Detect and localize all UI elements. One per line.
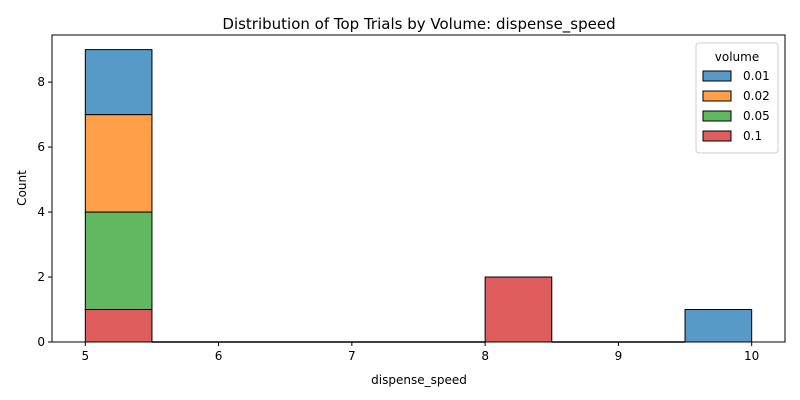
x-tick-label: 9 (615, 349, 623, 363)
bars-layer (84, 49, 753, 343)
x-axis-ticks: 5 6 7 8 9 10 (81, 342, 759, 363)
bar-0.01-bin-0 (84, 49, 153, 116)
y-axis-ticks: 0 2 4 6 8 (37, 75, 52, 349)
legend: volume 0.01 0.02 0.05 0.1 (695, 42, 779, 154)
bar-0.1-bin-6 (484, 276, 553, 343)
legend-label: 0.01 (743, 69, 770, 83)
bar-0.01-bin-9 (684, 309, 753, 343)
y-tick-label: 2 (37, 270, 45, 284)
x-tick-label: 7 (348, 349, 356, 363)
x-tick-label: 6 (215, 349, 223, 363)
legend-label: 0.1 (743, 129, 762, 143)
y-tick-label: 6 (37, 140, 45, 154)
legend-swatch-0.01 (702, 70, 732, 82)
legend-swatch-0.05 (702, 110, 732, 122)
legend-swatch-0.02 (702, 90, 732, 102)
legend-swatch-0.1 (702, 130, 732, 142)
x-axis-label: dispense_speed (371, 373, 467, 387)
x-tick-label: 8 (481, 349, 489, 363)
legend-label: 0.02 (743, 89, 770, 103)
legend-items: 0.01 0.02 0.05 0.1 (702, 69, 770, 143)
y-tick-label: 4 (37, 205, 45, 219)
y-axis-label: Count (15, 170, 29, 206)
y-tick-label: 8 (37, 75, 45, 89)
legend-label: 0.05 (743, 109, 770, 123)
legend-title: volume (715, 50, 759, 64)
bar-0.02-bin-0 (84, 114, 153, 213)
x-tick-label: 10 (744, 349, 759, 363)
bar-0.1-bin-0 (84, 309, 153, 343)
x-tick-label: 5 (81, 349, 89, 363)
plot-frame (51, 34, 786, 343)
bar-0.05-bin-0 (84, 211, 153, 311)
chart-title: Distribution of Top Trials by Volume: di… (222, 15, 615, 34)
y-tick-label: 0 (37, 335, 45, 349)
